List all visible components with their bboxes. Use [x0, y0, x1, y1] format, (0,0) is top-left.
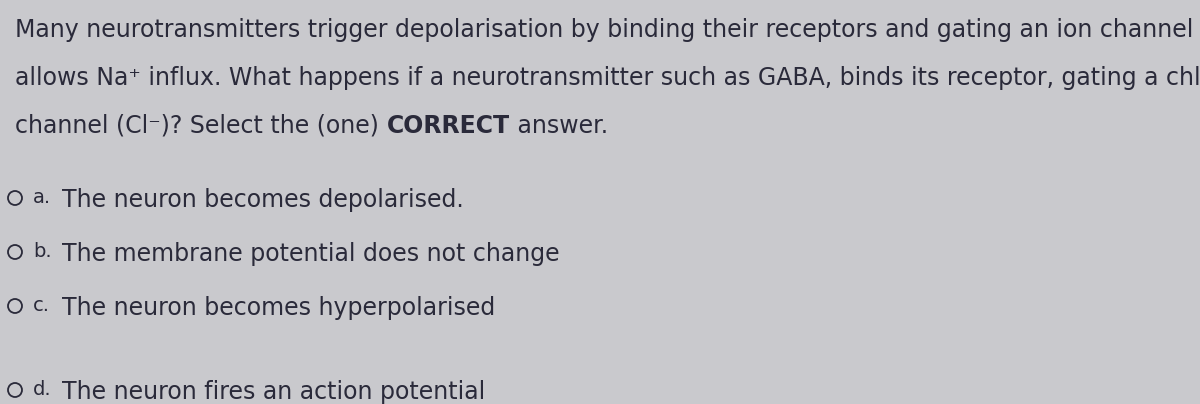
Text: c.: c. — [34, 296, 50, 315]
Text: The neuron becomes depolarised.: The neuron becomes depolarised. — [62, 188, 463, 212]
Text: allows Na⁺ influx. What happens if a neurotransmitter such as GABA, binds its re: allows Na⁺ influx. What happens if a neu… — [14, 66, 1200, 90]
Text: The neuron fires an action potential: The neuron fires an action potential — [62, 380, 485, 404]
Text: b.: b. — [34, 242, 52, 261]
Text: a.: a. — [34, 188, 52, 207]
Text: channel (Cl⁻)? Select the (one): channel (Cl⁻)? Select the (one) — [14, 114, 386, 138]
Text: The membrane potential does not change: The membrane potential does not change — [62, 242, 559, 266]
Text: The neuron becomes hyperpolarised: The neuron becomes hyperpolarised — [62, 296, 496, 320]
Text: CORRECT: CORRECT — [386, 114, 510, 138]
Text: d.: d. — [34, 380, 52, 399]
Text: Many neurotransmitters trigger depolarisation by binding their receptors and gat: Many neurotransmitters trigger depolaris… — [14, 18, 1200, 42]
Text: answer.: answer. — [510, 114, 607, 138]
